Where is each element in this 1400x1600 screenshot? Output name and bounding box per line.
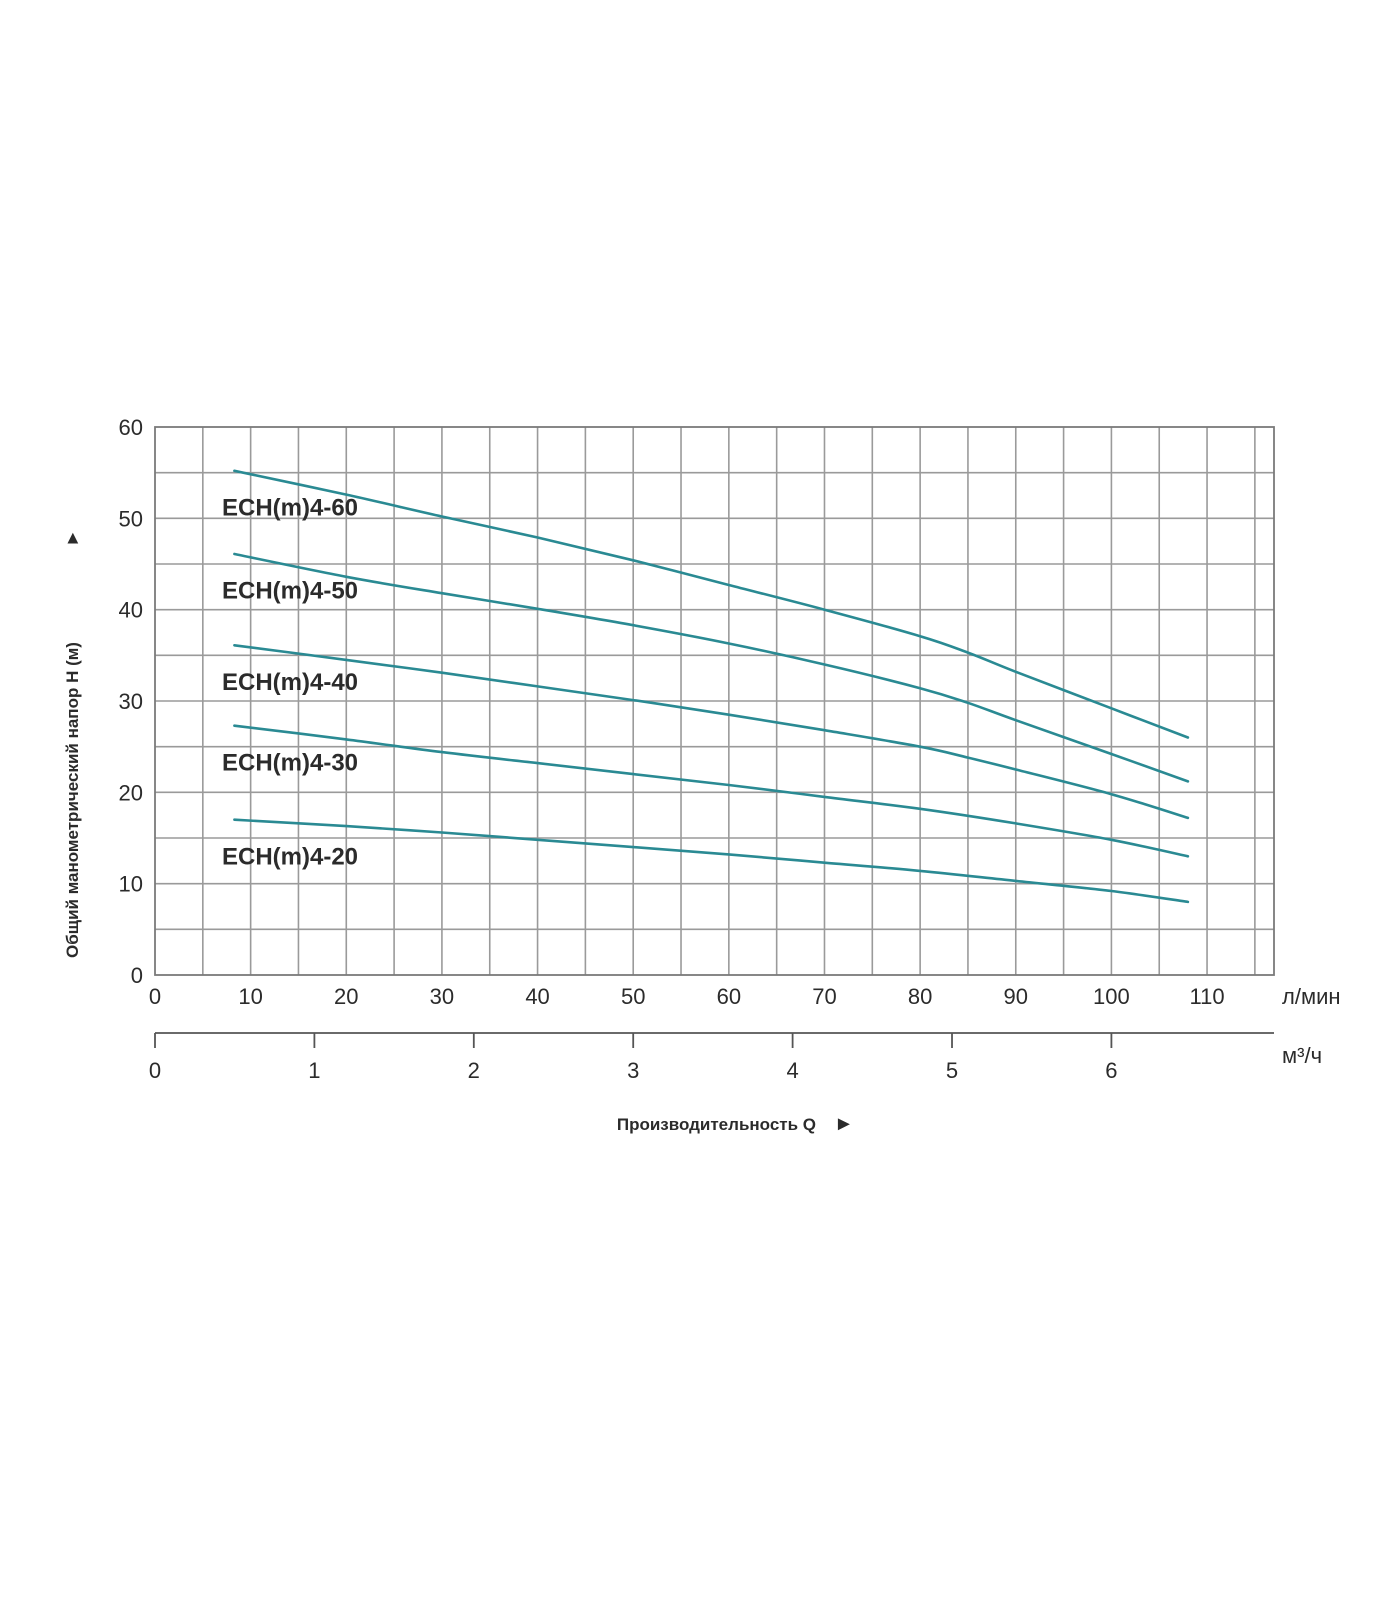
x-tick-label: 30 xyxy=(430,984,454,1009)
secondary-x-axis: 0 1 2 3 4 5 6 xyxy=(149,1032,1274,1083)
x-unit-label: л/мин xyxy=(1282,984,1341,1009)
x2-tick-label: 4 xyxy=(786,1058,798,1083)
y-tick-labels: 0 10 20 30 40 50 60 xyxy=(119,415,143,988)
x-tick-label: 110 xyxy=(1190,984,1225,1009)
y-tick-label: 30 xyxy=(119,689,143,714)
plot-frame xyxy=(154,426,1275,976)
x2-tick-label: 3 xyxy=(627,1058,639,1083)
series-label: ECH(m)4-60 xyxy=(222,495,358,522)
y-axis-arrow: ► xyxy=(62,529,82,547)
x-tick-label: 20 xyxy=(334,984,358,1009)
series-label: ECH(m)4-20 xyxy=(222,843,358,870)
x-tick-label: 10 xyxy=(238,984,262,1009)
series-line xyxy=(233,644,1190,820)
y-tick-label: 20 xyxy=(119,780,143,805)
x-tick-label: 60 xyxy=(717,984,741,1009)
x2-tick-label: 5 xyxy=(946,1058,958,1083)
x-tick-labels: 0 10 20 30 40 50 60 70 80 90 100 110 xyxy=(149,984,1225,1009)
series-line xyxy=(233,724,1190,858)
x-tick-label: 70 xyxy=(812,984,836,1009)
series-label: ECH(m)4-40 xyxy=(222,669,358,696)
x-tick-label: 50 xyxy=(621,984,645,1009)
series-line xyxy=(233,818,1190,904)
series-label: ECH(m)4-50 xyxy=(222,578,358,605)
series-label: ECH(m)4-30 xyxy=(222,749,358,776)
series-line xyxy=(233,469,1190,739)
x-axis-arrow: ► xyxy=(834,1113,854,1135)
x2-tick-label: 0 xyxy=(149,1058,161,1083)
x-tick-label: 0 xyxy=(149,984,161,1009)
grid xyxy=(155,427,1274,975)
x2-tick-label: 6 xyxy=(1105,1058,1117,1083)
curves xyxy=(233,469,1190,904)
y-tick-label: 10 xyxy=(119,872,143,897)
y-tick-label: 0 xyxy=(131,963,143,988)
x-tick-label: 100 xyxy=(1093,984,1130,1009)
x-tick-label: 90 xyxy=(1004,984,1028,1009)
y-tick-label: 60 xyxy=(119,415,143,440)
x2-tick-label: 1 xyxy=(308,1058,320,1083)
x2-tick-label: 2 xyxy=(468,1058,480,1083)
x-tick-label: 40 xyxy=(525,984,549,1009)
y-tick-label: 40 xyxy=(119,598,143,623)
y-axis-title: Общий манометрический напор H (м) xyxy=(63,642,82,958)
series-labels: ECH(m)4-60 ECH(m)4-50 ECH(m)4-40 ECH(m)4-30… xyxy=(222,495,358,871)
x2-unit-label: м³/ч xyxy=(1282,1043,1322,1068)
x-axis-title: Производительность Q xyxy=(617,1115,816,1134)
series-line xyxy=(233,552,1190,783)
x-tick-label: 80 xyxy=(908,984,932,1009)
y-tick-label: 50 xyxy=(119,506,143,531)
